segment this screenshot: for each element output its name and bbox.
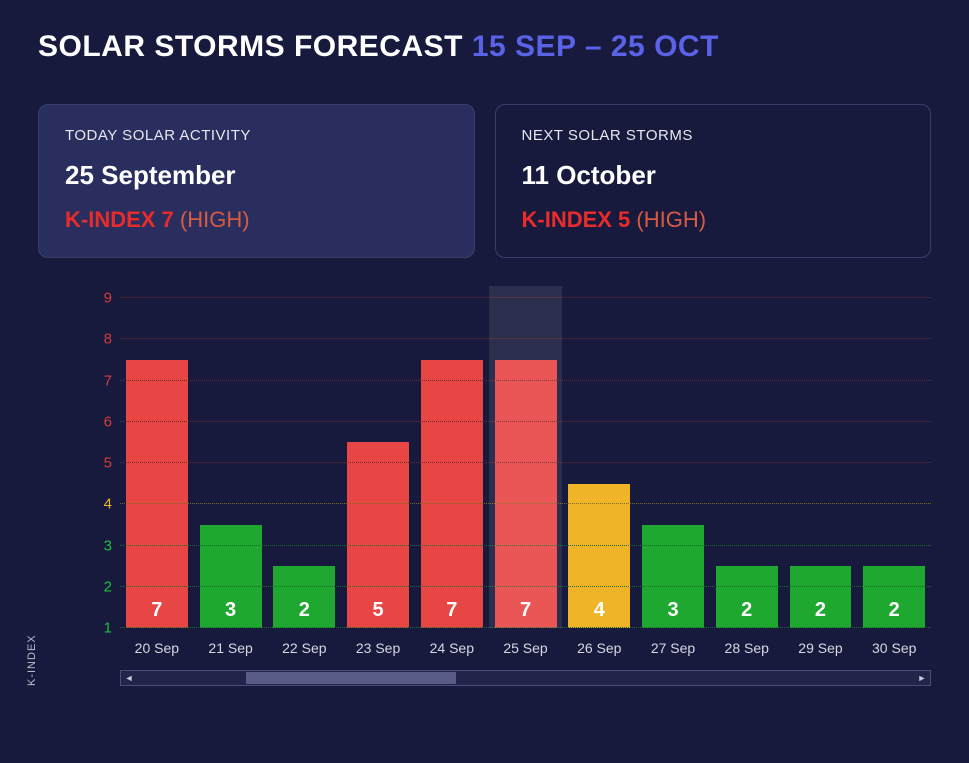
x-tick-label: 28 Sep — [710, 634, 784, 656]
bar-column[interactable]: 5 — [341, 298, 415, 628]
title-date-range: 15 SEP – 25 OCT — [472, 30, 719, 63]
y-tick: 4 — [92, 496, 112, 513]
x-tick-label: 21 Sep — [194, 634, 268, 656]
bar-column[interactable]: 3 — [636, 298, 710, 628]
scrollbar-thumb[interactable] — [246, 672, 456, 684]
card-next-kindex: K-INDEX 5 (HIGH) — [522, 207, 905, 233]
bar: 2 — [863, 566, 925, 628]
card-today-kindex-value: K-INDEX 7 — [65, 207, 174, 232]
bar-value: 3 — [667, 599, 678, 628]
card-next-date: 11 October — [522, 160, 905, 191]
x-tick-label: 27 Sep — [636, 634, 710, 656]
y-tick: 3 — [92, 537, 112, 554]
card-today-kindex: K-INDEX 7 (HIGH) — [65, 207, 448, 233]
bar-column[interactable]: 3 — [194, 298, 268, 628]
scrollbar-track[interactable] — [137, 671, 914, 685]
card-next-severity: (HIGH) — [636, 207, 706, 232]
y-tick: 6 — [92, 413, 112, 430]
bar: 2 — [273, 566, 335, 628]
y-tick: 1 — [92, 620, 112, 637]
bar: 7 — [421, 360, 483, 628]
bar-column[interactable]: 4 — [562, 298, 636, 628]
bar-value: 2 — [815, 599, 826, 628]
bar: 2 — [716, 566, 778, 628]
bar: 2 — [790, 566, 852, 628]
bar-value: 5 — [373, 599, 384, 628]
x-tick-label: 26 Sep — [562, 634, 636, 656]
bar: 3 — [642, 525, 704, 628]
bar: 5 — [347, 442, 409, 628]
x-tick-label: 23 Sep — [341, 634, 415, 656]
card-next-storm: NEXT SOLAR STORMS 11 October K-INDEX 5 (… — [495, 104, 932, 258]
scroll-right-icon[interactable]: ► — [914, 671, 930, 685]
x-tick-label: 30 Sep — [857, 634, 931, 656]
summary-cards: TODAY SOLAR ACTIVITY 25 September K-INDE… — [38, 104, 931, 258]
x-tick-label: 20 Sep — [120, 634, 194, 656]
bar-column[interactable]: 2 — [784, 298, 858, 628]
bar-value: 2 — [741, 599, 752, 628]
bar-value: 3 — [225, 599, 236, 628]
bar-value: 2 — [889, 599, 900, 628]
card-today-date: 25 September — [65, 160, 448, 191]
x-tick-label: 29 Sep — [784, 634, 858, 656]
card-today-activity: TODAY SOLAR ACTIVITY 25 September K-INDE… — [38, 104, 475, 258]
title-prefix: SOLAR STORMS FORECAST — [38, 30, 463, 63]
y-tick: 2 — [92, 578, 112, 595]
card-next-label: NEXT SOLAR STORMS — [522, 127, 905, 144]
x-tick-label: 22 Sep — [267, 634, 341, 656]
bar-column[interactable]: 2 — [267, 298, 341, 628]
bar: 4 — [568, 484, 630, 628]
scroll-left-icon[interactable]: ◄ — [121, 671, 137, 685]
bar-value: 7 — [151, 599, 162, 628]
card-next-kindex-value: K-INDEX 5 — [522, 207, 631, 232]
y-tick: 8 — [92, 331, 112, 348]
bar-column[interactable]: 7 — [415, 298, 489, 628]
bar-column[interactable]: 7 — [120, 298, 194, 628]
bar-value: 2 — [299, 599, 310, 628]
y-tick: 9 — [92, 290, 112, 307]
bar-column[interactable]: 2 — [710, 298, 784, 628]
bar-column[interactable]: 2 — [857, 298, 931, 628]
bar: 7 — [126, 360, 188, 628]
bar-value: 4 — [594, 599, 605, 628]
card-today-severity: (HIGH) — [180, 207, 250, 232]
x-axis-labels: 20 Sep21 Sep22 Sep23 Sep24 Sep25 Sep26 S… — [120, 634, 931, 656]
chart-plot-area: 73257743222 123456789 — [92, 298, 931, 628]
chart-scrollbar[interactable]: ◄ ► — [120, 670, 931, 686]
page-title: SOLAR STORMS FORECAST 15 SEP – 25 OCT — [38, 30, 931, 64]
card-today-label: TODAY SOLAR ACTIVITY — [65, 127, 448, 144]
kindex-chart: K-INDEX 73257743222 123456789 20 Sep21 S… — [38, 298, 931, 686]
y-tick: 7 — [92, 372, 112, 389]
bar: 3 — [200, 525, 262, 628]
highlighted-day — [489, 286, 563, 628]
y-axis-title: K-INDEX — [26, 634, 38, 686]
x-tick-label: 24 Sep — [415, 634, 489, 656]
bar-value: 7 — [446, 599, 457, 628]
x-tick-label: 25 Sep — [489, 634, 563, 656]
y-tick: 5 — [92, 455, 112, 472]
